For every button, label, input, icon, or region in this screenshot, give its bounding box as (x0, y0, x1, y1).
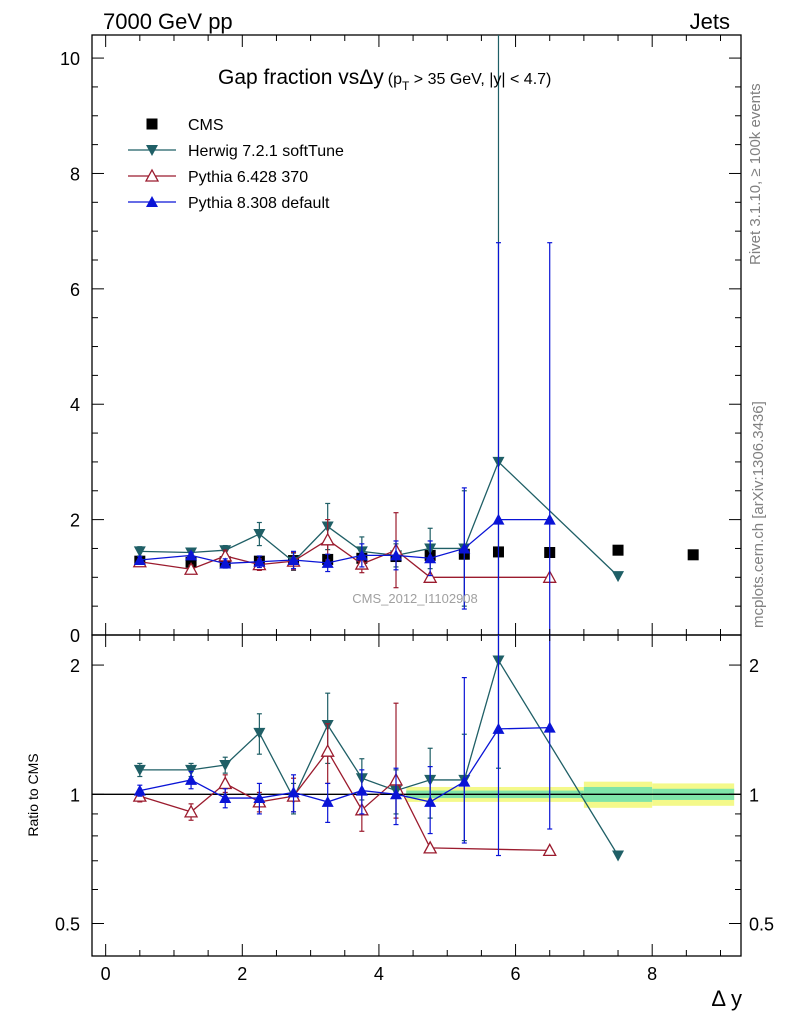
point-Herwig (133, 546, 146, 558)
point-Pythia8 (355, 549, 368, 561)
series-line-Herwig (139, 658, 619, 856)
point-Pythia8 (543, 721, 556, 733)
mcplots-label: mcplots.cern.ch [arXiv:1306.3436] (750, 401, 767, 628)
point-CMS (687, 549, 699, 561)
point-Pythia8 (321, 795, 334, 807)
x-axis-label: Δ y (711, 986, 742, 1011)
point-Herwig (219, 760, 232, 772)
y-tick-label-ratio: 1 (70, 785, 80, 805)
point-Pythia8 (390, 788, 403, 800)
point-Pythia8 (253, 792, 266, 804)
point-Pythia6 (218, 776, 233, 790)
point-Pythia6 (320, 532, 335, 546)
point-Pythia8 (492, 513, 505, 525)
point-Herwig (253, 727, 266, 739)
y-tick-label-main: 4 (70, 395, 80, 415)
header-right: Jets (690, 9, 730, 34)
point-Pythia8 (355, 784, 368, 796)
point-Herwig (133, 764, 146, 776)
point-Herwig (612, 571, 625, 583)
legend-marker-CMS (146, 118, 158, 130)
y-tick-label-ratio-right: 0.5 (749, 914, 774, 934)
series-line-Pythia6 (139, 750, 550, 852)
legend-marker-Pythia6 (144, 168, 160, 182)
point-Pythia6 (423, 840, 438, 854)
point-Pythia8 (390, 549, 403, 561)
point-Pythia6 (183, 561, 199, 575)
series-CMS (134, 544, 699, 568)
series-line-Herwig (139, 460, 619, 577)
y-tick-label-ratio-right: 2 (749, 656, 759, 676)
x-tick-label: 0 (101, 964, 111, 984)
y-tick-label-main: 0 (70, 626, 80, 646)
ratio-panel: 0.5 0.5 1 1 2 2 (55, 634, 774, 957)
point-Pythia8 (424, 795, 437, 807)
legend: CMS Herwig 7.2.1 softTune Pythia 6.428 3… (128, 117, 344, 212)
y-tick-label-main: 8 (70, 164, 80, 184)
series-line-Pythia6 (139, 539, 550, 578)
x-tick-label: 2 (237, 964, 247, 984)
point-Pythia8 (321, 556, 334, 568)
main-panel: 0 2 4 6 8 10 (60, 34, 742, 646)
series-Pythia6 (132, 702, 557, 857)
legend-marker-Pythia8 (146, 196, 158, 207)
point-Pythia8 (492, 722, 505, 734)
series-line-Pythia8 (139, 726, 550, 803)
y-tick-label-ratio: 2 (70, 656, 80, 676)
chart-title-paren: (p (388, 71, 402, 88)
y-axis-label-ratio: Ratio to CMS (25, 753, 41, 836)
point-Pythia6 (320, 743, 335, 757)
x-tick-label: 4 (374, 964, 384, 984)
y-tick-label-main: 10 (60, 49, 80, 69)
ratio-frame (91, 634, 742, 957)
legend-label-cms: CMS (188, 117, 224, 134)
y-tick-label-ratio-right: 1 (749, 785, 759, 805)
point-Pythia6 (542, 843, 557, 857)
point-CMS (612, 544, 624, 556)
point-Pythia6 (423, 569, 438, 583)
point-Pythia8 (185, 773, 198, 785)
legend-label-herwig: Herwig 7.2.1 softTune (188, 143, 344, 160)
series-Pythia8 (133, 242, 556, 635)
rivet-label: Rivet 3.1.10, ≥ 100k events (747, 83, 764, 265)
x-tick-label: 6 (511, 964, 521, 984)
series-line-Pythia8 (139, 518, 550, 565)
analysis-watermark: CMS_2012_I1102908 (352, 591, 478, 606)
x-tick-label: 8 (647, 964, 657, 984)
point-Pythia8 (458, 775, 471, 787)
point-Pythia6 (183, 804, 199, 818)
chart-title-rest: > 35 GeV, |y| < 4.7) (409, 71, 551, 88)
chart-title-subscript: T (402, 79, 410, 93)
point-Pythia8 (219, 557, 232, 569)
chart-title: Gap fraction vsΔy (pT > 35 GeV, |y| < 4.7… (218, 66, 551, 93)
legend-marker-Herwig (146, 145, 158, 156)
point-Herwig (612, 850, 625, 862)
header-left: 7000 GeV pp (103, 9, 233, 34)
point-Pythia8 (219, 792, 232, 804)
point-Pythia8 (133, 554, 146, 565)
point-Pythia8 (543, 513, 556, 525)
point-Pythia8 (287, 786, 300, 798)
legend-label-pythia6: Pythia 6.428 370 (188, 169, 308, 186)
point-Herwig (185, 764, 198, 776)
legend-label-pythia8: Pythia 8.308 default (188, 195, 330, 212)
point-Pythia8 (133, 784, 146, 796)
chart-title-main: Gap fraction vsΔy (218, 66, 384, 89)
point-Herwig (253, 529, 266, 541)
point-Pythia8 (253, 555, 266, 567)
point-Pythia8 (287, 554, 300, 565)
y-tick-label-main: 2 (70, 511, 80, 531)
y-tick-label-main: 6 (70, 280, 80, 300)
point-Pythia8 (424, 552, 437, 564)
y-tick-label-ratio: 0.5 (55, 914, 80, 934)
point-Pythia8 (185, 549, 198, 561)
point-Pythia8 (458, 542, 471, 554)
series-Pythia8 (133, 635, 556, 857)
